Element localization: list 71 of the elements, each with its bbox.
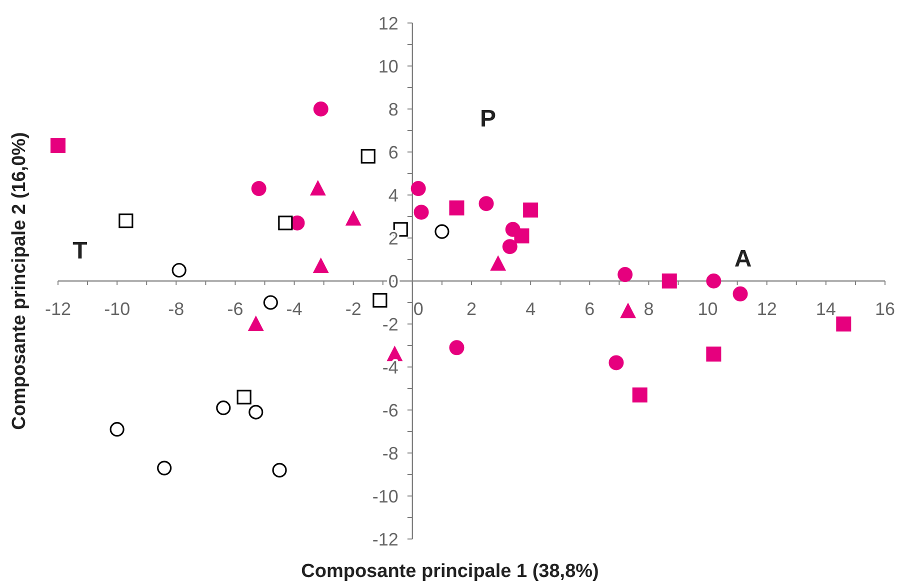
y-axis-title: Composante principale 2 (16,0%): [9, 132, 30, 430]
x-tick-label: 8: [644, 299, 654, 319]
x-tick-label: -10: [104, 299, 130, 319]
point: [632, 387, 648, 402]
y-tick-label: 2: [388, 228, 398, 248]
point: [618, 267, 633, 282]
x-tick-label: 16: [874, 299, 896, 319]
point: [313, 102, 328, 116]
annotation: A: [734, 245, 752, 272]
point: [263, 295, 278, 310]
x-tick-label: 0: [413, 299, 424, 319]
x-tick-label: 6: [584, 299, 595, 319]
point: [216, 400, 231, 416]
x-tick-label: 2: [466, 299, 477, 319]
point: [248, 404, 264, 420]
y-tick-label: 4: [388, 185, 398, 206]
x-tick-label: 10: [698, 299, 718, 319]
point: [478, 196, 494, 212]
x-tick-label: -12: [44, 299, 72, 319]
point: [706, 346, 722, 362]
point: [523, 202, 538, 218]
point: [732, 286, 748, 302]
point: [372, 293, 388, 308]
annotation: T: [72, 237, 88, 264]
x-tick-label: -6: [227, 299, 244, 319]
x-tick-label: 12: [756, 299, 777, 319]
x-tick-label: -2: [345, 299, 362, 319]
point: [836, 316, 852, 332]
x-axis-title: Composante principale 1 (38,8%): [301, 561, 599, 582]
point: [706, 274, 722, 288]
point: [490, 255, 506, 271]
point: [251, 181, 266, 196]
point: [620, 302, 636, 318]
y-tick-label: -4: [382, 357, 398, 378]
point: [50, 138, 66, 154]
x-tick-label: 4: [526, 299, 536, 319]
y-tick-label: -2: [382, 314, 398, 334]
point: [386, 346, 403, 362]
x-tick-label: -8: [168, 299, 184, 319]
point: [662, 274, 677, 288]
y-tick-label: -12: [372, 529, 398, 550]
y-tick-label: 12: [378, 13, 398, 34]
point: [502, 239, 518, 254]
point: [310, 180, 326, 196]
point: [118, 214, 134, 228]
point: [449, 200, 464, 216]
x-tick-label: 14: [816, 299, 836, 319]
y-tick-label: 10: [378, 56, 398, 76]
y-tick-label: -8: [382, 443, 398, 464]
point: [345, 210, 362, 226]
annotation: P: [480, 105, 496, 132]
y-tick-label: -6: [382, 400, 398, 420]
point: [410, 181, 426, 196]
y-tick-label: 6: [388, 142, 398, 162]
point: [236, 390, 252, 404]
point: [248, 316, 264, 331]
point: [110, 422, 124, 437]
x-tick-label: -4: [286, 299, 302, 319]
point: [312, 257, 329, 273]
point: [514, 228, 530, 244]
point: [414, 204, 429, 220]
point: [360, 149, 376, 164]
point: [172, 262, 186, 278]
point: [434, 224, 450, 239]
point: [278, 216, 293, 230]
point: [272, 462, 287, 478]
point: [608, 355, 624, 370]
y-tick-label: 8: [388, 99, 398, 120]
point: [157, 460, 172, 476]
y-tick-label: -10: [372, 486, 398, 506]
point: [449, 340, 464, 356]
